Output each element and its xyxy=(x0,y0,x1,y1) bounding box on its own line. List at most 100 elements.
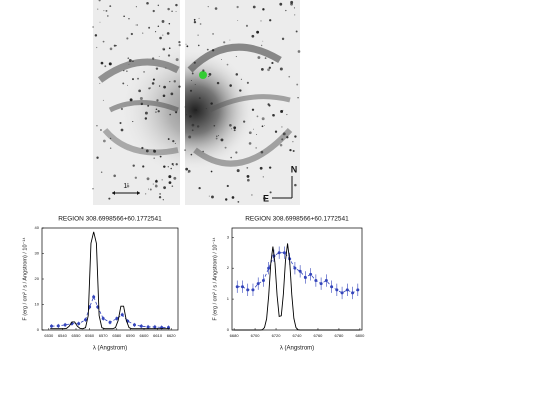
star xyxy=(191,129,194,132)
star xyxy=(274,130,278,133)
star xyxy=(243,120,246,123)
star xyxy=(155,111,157,113)
x-tick-label: 6600 xyxy=(140,333,150,338)
star xyxy=(237,20,239,21)
star xyxy=(202,150,204,153)
star xyxy=(290,2,293,6)
star xyxy=(152,9,155,13)
star xyxy=(98,0,101,2)
star xyxy=(174,142,177,145)
plot-frame xyxy=(41,227,179,331)
data-point xyxy=(77,322,81,326)
star xyxy=(289,148,292,152)
data-point xyxy=(251,288,255,292)
star xyxy=(198,186,201,190)
star xyxy=(162,47,166,51)
data-point xyxy=(351,291,355,295)
star xyxy=(161,179,163,181)
east-label: E xyxy=(263,193,269,203)
x-tick-label: 6680 xyxy=(230,333,240,338)
data-point xyxy=(261,279,265,283)
star xyxy=(214,7,218,10)
star xyxy=(279,143,283,147)
x-axis-label: λ (Angstrom) xyxy=(280,346,314,352)
star xyxy=(159,36,162,40)
data-point xyxy=(139,324,143,328)
star xyxy=(144,111,148,115)
star xyxy=(175,3,178,7)
star xyxy=(233,129,236,132)
star xyxy=(224,146,227,149)
star xyxy=(140,102,144,106)
data-point xyxy=(277,251,281,255)
star xyxy=(132,78,134,81)
star xyxy=(196,125,200,128)
star xyxy=(123,15,125,18)
star xyxy=(105,9,108,12)
data-point xyxy=(153,325,157,329)
star xyxy=(153,149,156,152)
star xyxy=(136,24,138,26)
data-point xyxy=(120,313,124,317)
data-point xyxy=(330,285,334,289)
star xyxy=(137,77,139,80)
star xyxy=(268,66,271,69)
star xyxy=(162,34,164,36)
star xyxy=(171,162,174,166)
star xyxy=(246,166,249,169)
x-tick-label: 6760 xyxy=(314,333,324,338)
star xyxy=(264,57,267,60)
x-tick-label: 6610 xyxy=(153,333,163,338)
star xyxy=(157,110,160,113)
star xyxy=(100,61,104,65)
star xyxy=(128,59,132,62)
star xyxy=(145,193,147,195)
star xyxy=(217,135,219,137)
star xyxy=(155,108,158,110)
star xyxy=(251,194,253,196)
star xyxy=(247,178,250,182)
star xyxy=(156,99,159,102)
star xyxy=(239,89,242,92)
data-point xyxy=(84,318,88,322)
star xyxy=(294,135,297,138)
star xyxy=(155,67,159,70)
star xyxy=(130,32,133,36)
x-tick-label: 6560 xyxy=(85,333,95,338)
star xyxy=(210,170,213,173)
star xyxy=(92,26,94,28)
data-point xyxy=(166,325,170,329)
star xyxy=(186,114,188,116)
region-marker xyxy=(199,71,207,79)
star xyxy=(94,34,98,37)
data-point xyxy=(309,272,313,276)
star xyxy=(99,21,101,23)
star xyxy=(197,44,200,47)
star xyxy=(184,149,186,151)
x-axis-label: λ (Angstrom) xyxy=(93,346,127,352)
star xyxy=(190,153,193,156)
star xyxy=(148,87,151,90)
star xyxy=(108,197,111,200)
star xyxy=(248,131,252,135)
star xyxy=(281,138,284,141)
star xyxy=(167,54,171,57)
star xyxy=(251,108,255,111)
data-point xyxy=(324,279,328,283)
data-point xyxy=(256,282,260,286)
star xyxy=(236,5,239,9)
star xyxy=(168,181,172,184)
star xyxy=(167,7,170,11)
star xyxy=(292,141,294,143)
star xyxy=(157,25,160,28)
star xyxy=(126,37,129,40)
x-tick-label: 6620 xyxy=(167,333,177,338)
star xyxy=(208,75,210,78)
star xyxy=(178,85,181,88)
data-point xyxy=(63,323,67,327)
star xyxy=(282,132,286,136)
star xyxy=(267,68,270,72)
scale-label: 1' xyxy=(123,183,128,190)
star xyxy=(154,184,158,188)
data-point xyxy=(356,288,360,292)
